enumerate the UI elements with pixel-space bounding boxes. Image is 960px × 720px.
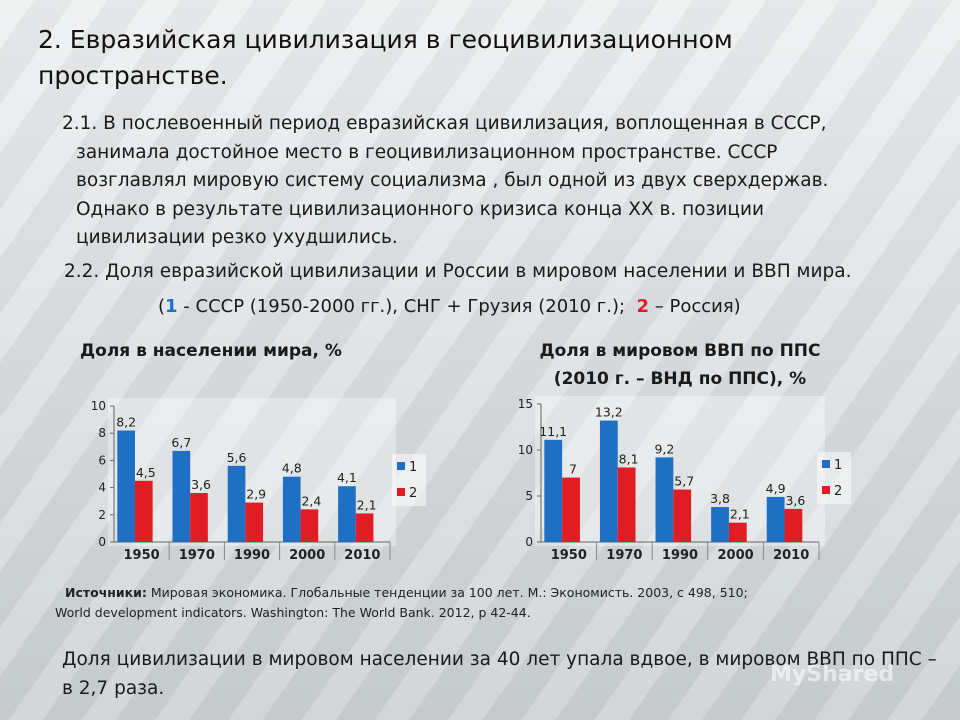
paragraph-2-2: 2.2. Доля евразийской цивилизации и Росс…	[64, 261, 852, 282]
sources-line2: World development indicators. Washington…	[55, 605, 531, 620]
chart1-data-label: 2,1	[357, 497, 377, 512]
chart2-data-label: 3,8	[710, 491, 730, 506]
chart2-bar-series1	[544, 439, 563, 542]
chart2-legend-label: 1	[834, 458, 842, 473]
chart1-bar-series2	[245, 502, 264, 542]
chart2-y-tick-label: 15	[518, 397, 533, 411]
p1-line: занимала достойное место в геоцивилизаци…	[76, 141, 778, 163]
population-chart: 0 2 4 6 8 10 1950 8,2 4,5 1970 6,7 3,6 1990 5,6 2,9 200…	[91, 398, 426, 563]
legend-note-text1: - СССР (1950-2000 гг.), СНГ + Грузия (20…	[177, 296, 637, 317]
chart1-bar-series1	[117, 430, 135, 542]
chart1-legend-swatch	[397, 462, 405, 470]
chart1-bar-series1	[282, 476, 301, 542]
chart1-bar-series1	[227, 465, 246, 542]
chart2-x-tick-label: 2010	[773, 548, 809, 563]
chart2-bar-series2	[562, 477, 580, 542]
legend-note-num2: 2	[636, 296, 650, 317]
chart2-x-tick-label: 2000	[718, 548, 754, 563]
chart2-data-label: 11,1	[539, 424, 567, 439]
chart1-data-label: 3,6	[191, 477, 211, 492]
chart1-y-tick-label: 10	[91, 399, 106, 413]
chart1-bar-series2	[355, 513, 374, 542]
chart1-legend: 12	[392, 454, 426, 506]
legend-note-text2: – Россия)	[649, 296, 741, 317]
chart1-data-label: 5,6	[227, 450, 247, 465]
chart2-data-label: 13,2	[595, 405, 623, 420]
chart1-bar-series2	[190, 493, 208, 542]
chart1-y-tick-label: 6	[98, 453, 106, 467]
chart1-legend-swatch	[397, 488, 405, 496]
chart2-bar-series1	[711, 507, 729, 542]
sources-label: Источники:	[65, 585, 147, 600]
chart2-bar-series1	[599, 420, 618, 542]
chart2-bar-series2	[728, 522, 747, 542]
chart1-bar-series2	[134, 480, 153, 542]
chart1-data-label: 8,2	[116, 414, 136, 429]
chart2-legend: 12	[817, 452, 851, 504]
conclusion-text: Доля цивилизации в мировом населении за …	[62, 649, 937, 699]
chart1-y-tick-label: 8	[98, 426, 106, 440]
chart1-data-label: 4,1	[337, 470, 357, 485]
chart1-data-label: 4,5	[136, 465, 156, 480]
chart1-x-tick-label: 1990	[234, 548, 270, 563]
chart2-bar-series2	[617, 467, 636, 542]
chart2-data-label: 2,1	[730, 507, 750, 522]
chart2-y-tick-label: 10	[518, 443, 533, 457]
chart2-title: Доля в мировом ВВП по ППС (2010 г. – ВНД…	[500, 337, 860, 393]
chart2-bar-series2	[673, 489, 692, 542]
chart1-bar-series2	[300, 509, 319, 542]
chart2-legend-label: 2	[834, 484, 842, 499]
chart2-bar-series2	[784, 508, 803, 542]
chart1-x-tick-label: 1950	[124, 548, 160, 563]
chart2-data-label: 4,9	[766, 481, 786, 496]
slide-title: 2. Евразийская цивилизация в геоцивилиза…	[38, 25, 733, 90]
chart1-data-label: 2,4	[301, 493, 321, 508]
chart2-x-tick-label: 1990	[662, 548, 698, 563]
chart2-legend-swatch	[822, 460, 830, 468]
chart2-title-line: Доля в мировом ВВП по ППС	[539, 341, 821, 361]
chart2-bar-series1	[655, 457, 674, 542]
paragraph-2-1: 2.1. В послевоенный период евразийская ц…	[62, 110, 922, 253]
chart1-x-tick-label: 2000	[289, 548, 325, 563]
chart1-legend-label: 1	[409, 460, 417, 475]
chart1-data-label: 6,7	[171, 435, 191, 450]
p1-line: Однако в результате цивилизационного кри…	[76, 198, 765, 220]
p1-line: 2.1. В послевоенный период евразийская ц…	[62, 113, 827, 134]
chart2-bar-series1	[766, 496, 785, 542]
legend-note: (1 - СССР (1950-2000 гг.), СНГ + Грузия …	[158, 293, 858, 322]
chart2-title-line: (2010 г. – ВНД по ППС), %	[553, 369, 807, 389]
chart2-data-label: 9,2	[654, 441, 674, 456]
chart1-bar-series1	[338, 486, 356, 542]
chart1-bar-series1	[172, 450, 191, 542]
sources: Источники: Мировая экономика. Глобальные…	[55, 583, 815, 623]
chart2-y-tick-label: 5	[525, 489, 533, 503]
chart1-y-tick-label: 0	[98, 535, 106, 549]
chart2-data-label: 3,6	[785, 493, 805, 508]
chart2-data-label: 8,1	[619, 451, 639, 466]
chart1-x-tick-label: 2010	[344, 548, 380, 563]
chart2-data-label: 7	[569, 462, 577, 477]
chart2-legend-swatch	[822, 486, 830, 494]
chart1-data-label: 2,9	[246, 487, 266, 502]
chart1-y-tick-label: 2	[98, 508, 106, 522]
p1-line: цивилизации резко ухудшились.	[76, 227, 398, 248]
sources-line1: Мировая экономика. Глобальные тенденции …	[146, 585, 748, 600]
chart1-title: Доля в населении мира, %	[80, 341, 342, 361]
chart1-legend-label: 2	[409, 486, 417, 501]
p1-line: возглавлял мировую систему социализма , …	[76, 170, 829, 191]
chart1-x-tick-label: 1970	[179, 548, 215, 563]
chart2-x-tick-label: 1970	[606, 548, 642, 563]
legend-note-open: (	[158, 296, 166, 317]
chart1-y-tick-label: 4	[98, 481, 106, 495]
chart2-data-label: 5,7	[674, 474, 694, 489]
chart2-y-tick-label: 0	[525, 535, 533, 549]
chart2-x-tick-label: 1950	[551, 548, 587, 563]
watermark-logo: MyShared	[770, 662, 895, 687]
legend-note-num1: 1	[165, 296, 178, 317]
gdp-chart: 0 5 10 15 1950 11,1 7 1970 13,2 8,1 1990 9,2 5,7 2000…	[518, 396, 851, 563]
chart1-data-label: 4,8	[282, 461, 302, 476]
